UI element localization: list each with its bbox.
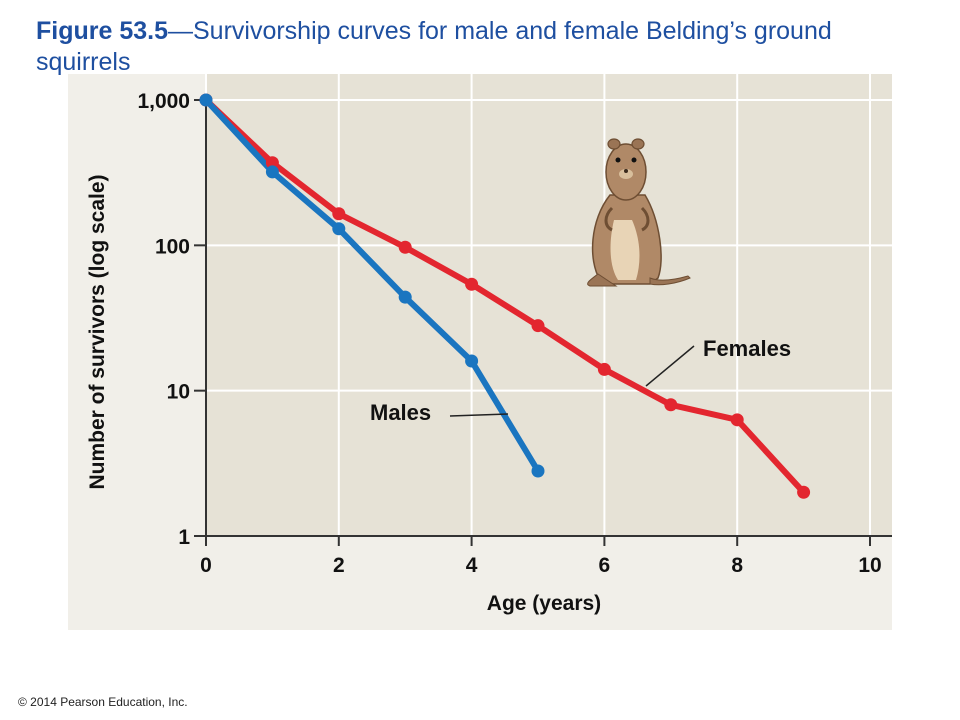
females-point-8 xyxy=(730,413,744,427)
x-tick-label-3: 6 xyxy=(599,554,611,577)
females-series-line xyxy=(203,97,807,496)
females-series-label: Females xyxy=(703,336,791,361)
males-point-1 xyxy=(265,165,279,179)
tick-labels: 0 2 4 6 8 10 1 10 100 1,000 xyxy=(137,90,881,577)
ground-squirrel-illustration xyxy=(587,138,691,287)
females-point-9 xyxy=(797,485,811,499)
plot-background xyxy=(206,74,892,536)
x-tick-label-5: 10 xyxy=(858,554,881,577)
x-tick-label-1: 2 xyxy=(333,554,345,577)
series-points xyxy=(199,93,811,499)
females-point-4 xyxy=(465,277,479,291)
males-point-0 xyxy=(199,93,213,107)
females-leader-line xyxy=(645,345,695,387)
series-lines xyxy=(203,97,807,496)
copyright-notice: © 2014 Pearson Education, Inc. xyxy=(18,695,188,709)
y-axis-title: Number of survivors (log scale) xyxy=(86,174,109,489)
figure-title: Figure 53.5—Survivorship curves for male… xyxy=(36,16,926,78)
y-tick-label-2: 100 xyxy=(155,235,190,258)
x-tick-label-0: 0 xyxy=(200,554,212,577)
x-tick-label-2: 4 xyxy=(466,554,478,577)
axes xyxy=(194,96,892,546)
females-point-7 xyxy=(664,398,678,412)
figure-label: Figure 53.5 xyxy=(36,17,168,45)
y-tick-label-0: 1 xyxy=(178,526,190,549)
x-tick-label-4: 8 xyxy=(731,554,743,577)
males-leader-line xyxy=(449,413,509,417)
x-axis-title: Age (years) xyxy=(487,592,601,615)
females-point-3 xyxy=(398,240,412,254)
y-tick-label-1: 10 xyxy=(167,381,190,404)
figure-title-text: —Survivorship curves for male and female… xyxy=(36,17,832,76)
males-point-3 xyxy=(398,290,412,304)
males-point-5 xyxy=(531,464,545,478)
males-point-2 xyxy=(332,222,346,236)
y-tick-label-3: 1,000 xyxy=(137,90,190,113)
females-point-6 xyxy=(597,362,611,376)
females-point-1 xyxy=(265,156,279,170)
males-point-4 xyxy=(465,354,479,368)
females-point-5 xyxy=(531,319,545,333)
males-series-label: Males xyxy=(370,400,431,425)
females-point-2 xyxy=(332,207,346,221)
males-series-line xyxy=(203,97,541,474)
